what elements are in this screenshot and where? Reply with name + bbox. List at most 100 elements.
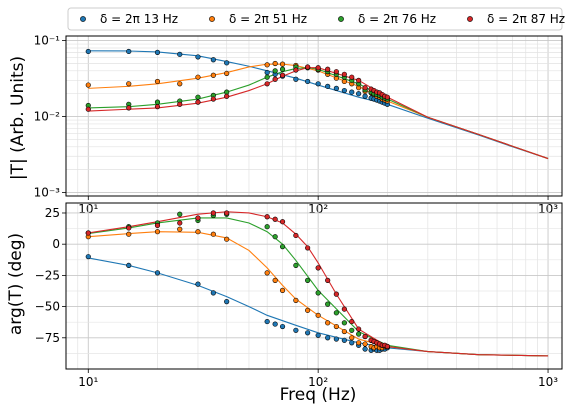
data-point-series-1 (279, 323, 286, 330)
data-point-series-3 (279, 244, 286, 250)
data-point-series-1 (305, 78, 311, 85)
data-point-series-1 (356, 91, 362, 97)
magnitude-data-points (85, 48, 390, 112)
data-point-series-1 (177, 51, 183, 57)
data-point-series-4 (349, 74, 355, 80)
phase-y-axis-title: arg(T) (deg) (6, 233, 26, 335)
phase-grid (65, 203, 562, 369)
data-point-series-1 (315, 81, 321, 87)
data-point-series-4 (264, 214, 270, 220)
data-point-series-4 (210, 210, 216, 216)
data-point-series-4 (356, 77, 362, 83)
data-point-series-4 (279, 72, 286, 78)
data-point-series-3 (154, 99, 161, 105)
legend-marker-1 (80, 16, 86, 22)
data-point-series-4 (264, 81, 270, 87)
phase-x-ticks: 10¹ 10² 10³ (78, 369, 558, 389)
data-point-series-2 (362, 341, 368, 347)
phase-data-points (85, 210, 390, 353)
data-point-series-1 (264, 318, 270, 325)
y-tick-label: 10⁻³ (34, 186, 61, 200)
data-point-series-4 (333, 69, 339, 75)
data-point-series-4 (349, 318, 355, 325)
data-point-series-1 (210, 57, 216, 63)
data-point-series-4 (305, 64, 311, 70)
data-point-series-4 (195, 99, 201, 105)
data-point-series-1 (126, 48, 132, 55)
magnitude-grid (65, 36, 562, 196)
data-point-series-4 (224, 210, 230, 216)
data-point-series-4 (293, 67, 299, 73)
data-point-series-2 (126, 231, 132, 237)
data-point-series-1 (341, 87, 347, 94)
data-point-series-1 (305, 330, 311, 336)
legend-label-3: δ = 2π 76 Hz (358, 12, 436, 26)
data-point-series-3 (325, 301, 331, 307)
data-point-series-2 (279, 287, 286, 293)
data-point-series-1 (315, 332, 321, 338)
data-point-series-4 (384, 343, 390, 350)
magnitude-y-ticks: 10⁻³ 10⁻² 10⁻¹ (34, 34, 66, 200)
legend-label-4: δ = 2π 87 Hz (487, 12, 565, 26)
data-point-series-4 (272, 76, 278, 82)
data-point-series-4 (356, 326, 362, 332)
legend-item-1: δ = 2π 13 Hz (80, 12, 178, 26)
data-point-series-1 (349, 89, 355, 95)
data-point-series-1 (341, 337, 347, 343)
data-point-series-1 (333, 85, 339, 91)
data-point-series-3 (177, 211, 183, 217)
data-point-series-4 (341, 306, 347, 312)
data-point-series-2 (264, 270, 270, 276)
data-point-series-3 (333, 310, 339, 316)
data-point-series-1 (154, 49, 161, 55)
magnitude-panel: 10¹ 10² 10³ 10⁻³10⁻²10⁻¹ |T| (Arb. Units) (8, 34, 563, 216)
data-point-series-4 (195, 215, 201, 221)
data-point-series-4 (293, 232, 299, 239)
data-point-series-3 (272, 68, 278, 74)
data-point-series-2 (341, 78, 347, 85)
data-point-series-4 (154, 222, 161, 229)
data-point-series-1 (224, 299, 230, 305)
data-point-series-1 (293, 327, 299, 333)
data-point-series-3 (315, 290, 321, 296)
data-point-series-2 (195, 74, 201, 80)
data-point-series-4 (126, 225, 132, 231)
data-point-series-2 (272, 60, 278, 67)
y-tick-label: 10⁻¹ (34, 34, 61, 48)
data-point-series-4 (154, 104, 161, 110)
data-point-series-1 (362, 346, 368, 352)
legend-label-2: δ = 2π 51 Hz (229, 12, 307, 26)
data-point-series-4 (210, 96, 216, 102)
data-point-series-3 (293, 262, 299, 269)
data-point-series-2 (177, 226, 183, 232)
x-tick-label: 10³ (538, 375, 558, 389)
legend: δ = 2π 13 Hz δ = 2π 51 Hz δ = 2π 76 Hz δ… (67, 7, 565, 31)
x-tick-label: 10² (308, 375, 328, 389)
data-point-series-4 (126, 105, 132, 111)
data-point-series-4 (315, 265, 321, 271)
data-point-series-1 (195, 54, 201, 60)
data-point-series-1 (325, 83, 331, 89)
legend-label-1: δ = 2π 13 Hz (100, 12, 178, 26)
data-point-series-4 (177, 101, 183, 107)
data-point-series-4 (85, 230, 91, 236)
data-point-series-3 (264, 74, 270, 80)
data-point-series-2 (305, 307, 311, 313)
magnitude-y-axis-title: |T| (Arb. Units) (8, 56, 28, 180)
phase-plot-frame (65, 202, 563, 370)
data-point-series-4 (341, 71, 347, 77)
legend-item-2: δ = 2π 51 Hz (209, 12, 307, 26)
data-point-series-4 (333, 291, 339, 297)
data-point-series-2 (195, 229, 201, 235)
data-point-series-1 (272, 321, 278, 327)
x-tick-label: 10¹ (78, 375, 98, 389)
data-point-series-1 (362, 93, 368, 99)
data-point-series-2 (356, 340, 362, 346)
data-point-series-4 (305, 245, 311, 251)
data-point-series-2 (293, 297, 299, 303)
data-point-series-3 (349, 327, 355, 333)
data-point-series-1 (154, 270, 161, 276)
legend-item-4: δ = 2π 87 Hz (467, 12, 565, 26)
data-point-series-3 (279, 66, 286, 72)
